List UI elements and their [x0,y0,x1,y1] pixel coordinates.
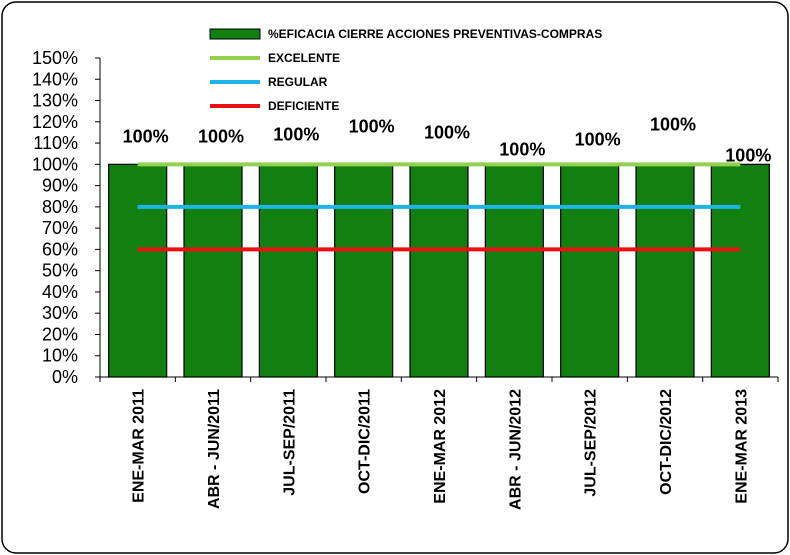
y-tick-label: 150% [32,48,78,68]
data-label: 100% [424,122,470,142]
data-label: 100% [650,114,696,134]
y-tick-label: 50% [42,261,78,281]
y-tick-label: 70% [42,218,78,238]
y-tick-label: 60% [42,239,78,259]
data-label: 100% [123,126,169,146]
bar [635,163,695,378]
y-tick-label: 90% [42,176,78,196]
legend-label: REGULAR [268,75,328,89]
y-tick-label: 130% [32,91,78,111]
data-label: 100% [499,139,545,159]
x-tick-label: ENE-MAR 2011 [131,389,148,503]
x-tick-label: OCT-DIC/2011 [357,389,374,494]
y-tick-label: 20% [42,324,78,344]
y-tick-label: 40% [42,282,78,302]
plot-area: 0%10%20%30%40%50%60%70%80%90%100%110%120… [32,48,779,510]
data-label: 100% [575,129,621,149]
bar [560,163,620,378]
bar [183,163,243,378]
y-tick-label: 100% [32,154,78,174]
x-tick-label: ABR - JUN/2012 [507,389,524,510]
x-tick-label: ENE-MAR 2013 [733,389,750,504]
x-tick-label: JUL-SEP/2012 [583,389,600,497]
data-label: 100% [349,116,395,136]
legend-swatch-bar [209,28,261,40]
legend-label: EXCELENTE [268,51,340,65]
data-label: 100% [725,145,771,165]
y-tick-label: 0% [52,367,78,387]
legend-label: DEFICIENTE [268,99,339,113]
x-tick-label: ENE-MAR 2012 [432,389,449,504]
bar [710,163,770,378]
bar [334,163,394,378]
x-tick-label: JUL-SEP/2011 [281,389,298,496]
legend: %EFICACIA CIERRE ACCIONES PREVENTIVAS-CO… [209,27,602,113]
y-tick-label: 30% [42,303,78,323]
x-tick-label: OCT-DIC/2012 [658,389,675,495]
y-tick-label: 110% [33,133,78,153]
x-tick-label: ABR - JUN/2011 [206,389,223,509]
bar [484,163,544,378]
legend-label: %EFICACIA CIERRE ACCIONES PREVENTIVAS-CO… [268,27,602,41]
y-tick-label: 140% [32,69,78,89]
y-tick-label: 10% [42,346,78,366]
bar [258,163,318,378]
bar [409,163,469,378]
bar [108,163,168,378]
data-label: 100% [273,124,319,144]
y-tick-label: 120% [32,112,78,132]
y-tick-label: 80% [42,197,78,217]
data-label: 100% [198,126,244,146]
